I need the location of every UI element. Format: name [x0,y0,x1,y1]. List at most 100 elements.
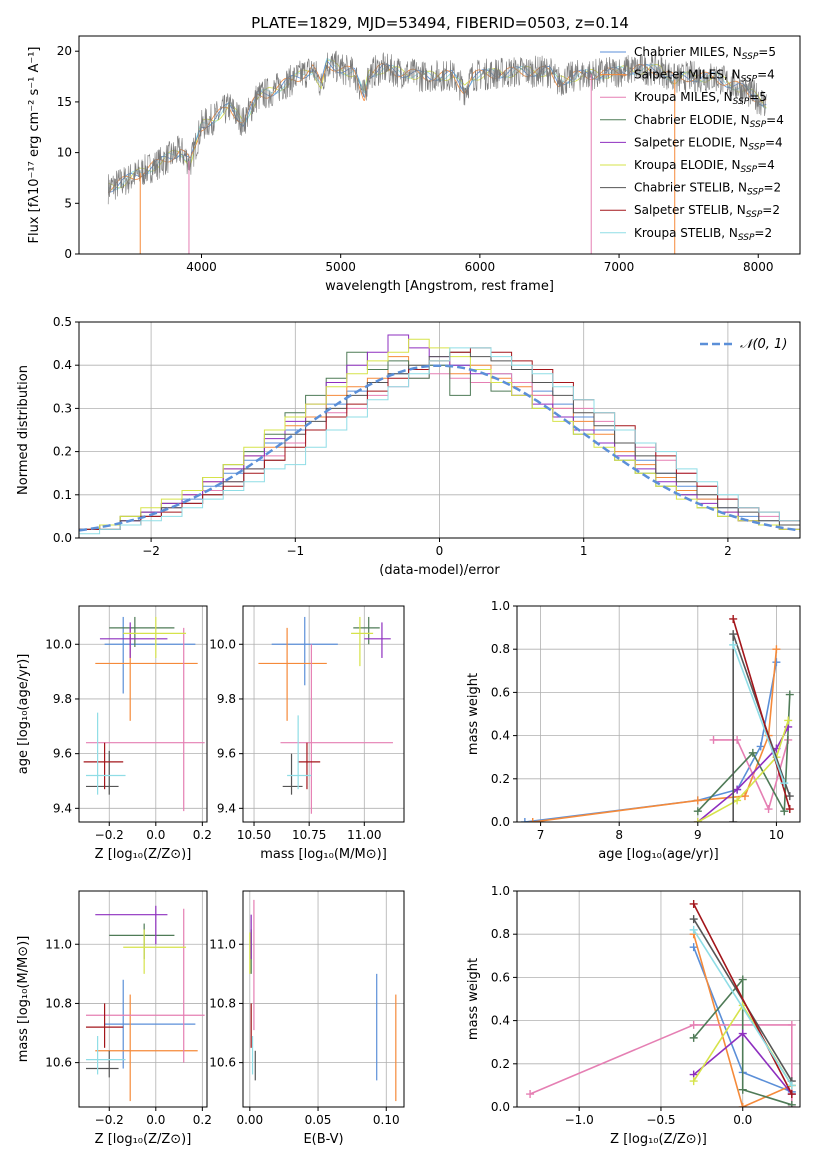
errorbar-point [83,742,124,790]
weight-marker [526,1090,535,1099]
legend-label: Chabrier MILES, NSSP=5 [634,45,776,62]
legend-entry: Salpeter STELIB, NSSP=2 [600,203,780,220]
weight-marker [738,1103,747,1107]
legend-entry: Chabrier MILES, NSSP=5 [600,45,776,62]
plot-area [107,50,767,254]
weight-marker [693,796,702,805]
axes-frame [516,890,801,1108]
axes-frame [78,890,208,1108]
weight-marker [733,796,742,805]
axes-frame [242,890,405,1108]
weight-series [697,694,791,815]
errorbar-point [287,715,312,790]
y-tick-label: 10.0 [45,637,72,651]
legend-label: Salpeter STELIB, NSSP=2 [634,203,780,220]
y-tick-label: 15 [57,95,72,109]
weight-marker [787,1020,796,1029]
errorbar-point [109,923,175,960]
y-tick-label: 9.4 [53,801,72,815]
spectrum-chart: 4000 5000 6000 7000 8000 0 5 10 15 20 wavelength [… [27,35,801,294]
y-tick-label: 5 [64,196,72,210]
errorbar-point [282,753,303,795]
errorbar-point [123,616,187,658]
weight-marker [785,690,794,699]
weight-marker [689,925,698,934]
x-tick-label: 0.2 [193,828,212,842]
observed-spectrum [107,50,767,205]
x-tick-label: −1.0 [565,1113,594,1127]
weight-series [692,903,793,1095]
legend-label: Salpeter ELODIE, NSSP=4 [634,135,783,152]
normal-curve [79,364,800,532]
legend-label: Chabrier ELODIE, NSSP=4 [634,113,784,130]
x-axis-label: (data-model)/error [379,563,500,578]
errorbar-point [271,616,338,686]
weight-marker [729,818,738,822]
x-axis-label: Z [log₁₀(Z/Z⊙)] [95,847,192,862]
x-tick-label: 6000 [465,260,496,274]
mass_weight_vs_metallicity-chart: −1.0 −0.5 0.0 0.0 0.2 0.4 0.6 0.8 1.0 Z [log₁₀(Z/… [466,884,801,1147]
errorbar-point [85,1050,119,1078]
x-tick-label: 0.0 [146,1113,165,1127]
weight-marker [733,785,742,794]
weight-series [713,739,789,812]
x-tick-label: 8 [615,828,623,842]
y-axis-label: age [log₁₀(age/yr)] [16,654,31,775]
y-tick-label: 11.0 [45,937,72,951]
errorbar-point [109,616,175,648]
legend-label: Kroupa MILES, NSSP=5 [634,90,767,107]
weight-series [732,644,786,784]
x-tick-label: 8000 [743,260,774,274]
x-tick-label: 5000 [325,260,356,274]
legend-label: Chabrier STELIB, NSSP=2 [634,181,781,198]
y-tick-label: 1.0 [491,599,510,613]
x-tick-label: 0.0 [733,1113,752,1127]
y-tick-label: 9.6 [217,747,236,761]
errorbar-point [95,627,198,721]
y-tick-label: 0.3 [53,401,72,415]
y-tick-label: 0.2 [491,1057,510,1071]
errorbar-point [351,616,374,667]
x-axis-label: Z [log₁₀(Z/Z⊙)] [610,1132,707,1147]
legend-entry: Kroupa ELODIE, NSSP=4 [600,158,775,175]
weight-marker [748,748,757,757]
errorbar-point [85,627,205,812]
age_vs_metallicity-chart: −0.2 0.0 0.2 9.4 9.6 9.8 10.0 Z [log₁₀(Z/Z⊙)] ag… [16,605,212,862]
weight-marker [733,735,742,744]
y-tick-label: 10.0 [209,637,236,651]
plot-area [526,899,796,1107]
legend-entry: Chabrier ELODIE, NSSP=4 [600,113,784,130]
weight-marker [787,1090,796,1099]
histogram-series [79,347,800,538]
y-tick-label: 10.8 [209,996,236,1010]
legend-entry: Chabrier STELIB, NSSP=2 [600,181,781,198]
y-tick-label: 0.4 [53,358,72,372]
age_vs_mass-chart: 10.50 10.75 11.00 9.4 9.6 9.8 10.0 mass [log₁₀(… [209,605,405,862]
x-tick-label: 4000 [186,260,217,274]
plot-area [520,614,794,822]
weight-marker [709,735,718,744]
y-tick-label: 10.6 [209,1056,236,1070]
weight-marker [740,792,749,801]
x-tick-label: 0.05 [305,1113,332,1127]
weight-marker [738,975,747,984]
axes-frame [516,605,801,823]
y-tick-label: 10.6 [45,1056,72,1070]
plot-area [258,616,393,814]
y-tick-label: 0.2 [53,445,72,459]
weight-marker [693,818,702,822]
weight-marker [764,805,773,814]
legend: 𝒩(0, 1) [700,337,787,352]
plot-area [83,616,205,812]
weight-marker [738,1085,747,1094]
axes-frame [242,605,405,823]
weight-marker [780,807,789,816]
x-tick-label: 0 [436,544,444,558]
weight-marker [785,792,794,801]
legend-entry: Kroupa MILES, NSSP=5 [600,90,767,107]
weight-marker [729,640,738,649]
x-tick-label: 2 [724,544,732,558]
plot-area [85,905,205,1102]
weight-series [693,929,793,1086]
